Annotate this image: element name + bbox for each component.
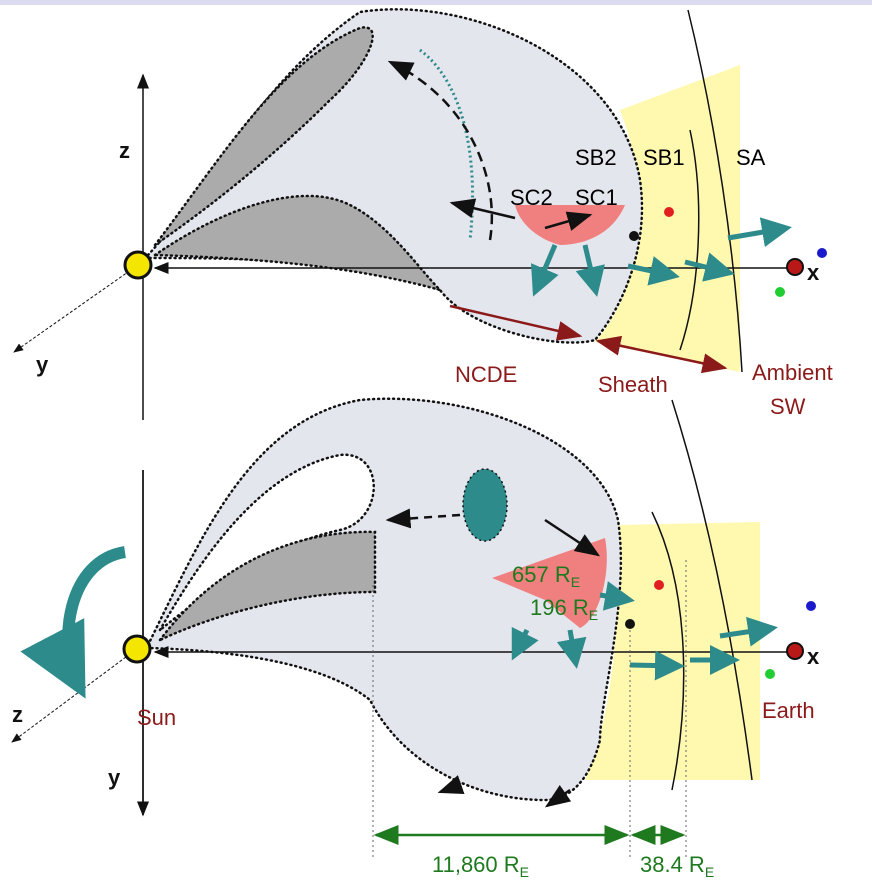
region-label: SW	[770, 394, 806, 419]
spacecraft	[629, 231, 639, 241]
distance-label: 11,860 RE	[432, 852, 529, 880]
y-axis	[14, 265, 138, 352]
earth	[787, 259, 803, 275]
expansion-arrow	[440, 785, 460, 792]
earth-label: Earth	[762, 698, 815, 723]
earth	[787, 643, 803, 659]
boundary-label: SB1	[643, 145, 685, 170]
chord-label: 657 RE	[512, 562, 580, 590]
axis-label: z	[119, 138, 130, 163]
axis-label: y	[36, 352, 49, 377]
sun	[124, 636, 150, 662]
spacecraft	[654, 580, 664, 590]
spacecraft	[806, 601, 816, 611]
spacecraft-label: SC2	[510, 185, 553, 210]
spacecraft	[775, 287, 785, 297]
sun	[125, 252, 151, 278]
bottom-panel: z y x Sun Earth 657 RE 196 RE 11,860 RE …	[12, 399, 820, 880]
axis-label: x	[807, 644, 820, 669]
top-panel: z y x SB2 SB1 SA SC2 SC1 NCDE Sheath Amb…	[14, 9, 833, 420]
sun-label: Sun	[137, 705, 176, 730]
spacecraft-label: SC1	[575, 185, 618, 210]
axis-label: z	[12, 702, 23, 727]
axis-label: y	[108, 765, 121, 790]
flux-rope-section	[463, 469, 507, 541]
spacecraft	[664, 207, 674, 217]
boundary-label: SA	[736, 145, 766, 170]
region-label: NCDE	[455, 362, 517, 387]
spacecraft	[625, 619, 635, 629]
flow-arrow	[630, 665, 680, 666]
diagram: z y x SB2 SB1 SA SC2 SC1 NCDE Sheath Amb…	[0, 0, 872, 888]
spacecraft	[765, 669, 775, 679]
chord-label: 196 RE	[530, 595, 598, 623]
region-label: Ambient	[752, 360, 833, 385]
axis-label: x	[807, 260, 820, 285]
top-bar	[0, 0, 872, 5]
spacecraft	[817, 248, 827, 258]
boundary-label: SB2	[575, 145, 617, 170]
rotation-arrow	[68, 552, 125, 688]
distance-label: 38.4 RE	[640, 852, 714, 880]
region-label: Sheath	[598, 372, 668, 397]
